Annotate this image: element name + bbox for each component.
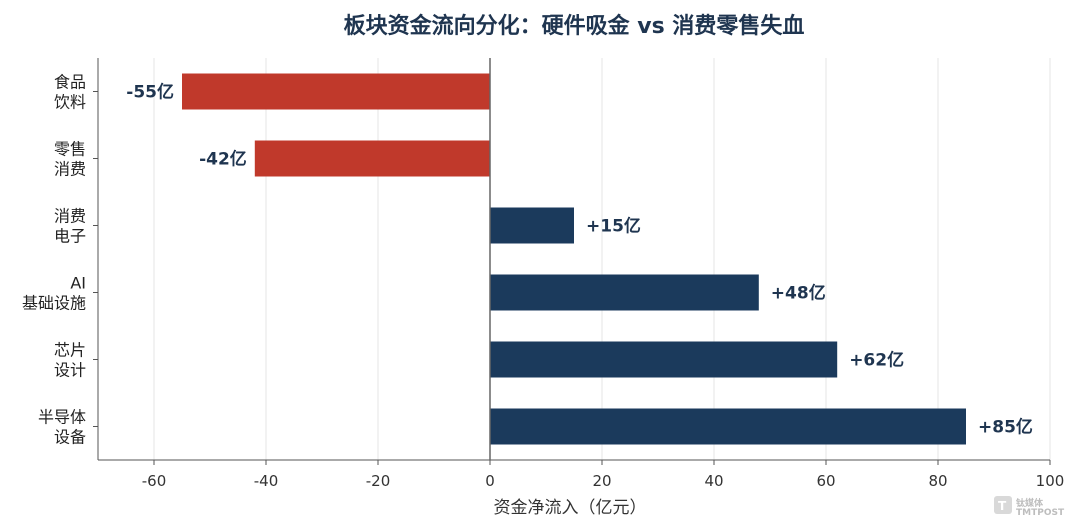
category-label: 电子 bbox=[54, 227, 86, 246]
x-tick-label: 80 bbox=[928, 472, 947, 490]
data-label: +48亿 bbox=[771, 283, 826, 304]
svg-text:T: T bbox=[998, 499, 1007, 513]
category-label: 基础设施 bbox=[22, 294, 86, 313]
x-tick-label: -20 bbox=[366, 472, 391, 490]
bar bbox=[490, 341, 838, 378]
category-label: 饮料 bbox=[54, 93, 86, 112]
chart-title: 板块资金流向分化：硬件吸金 vs 消费零售失血 bbox=[344, 13, 805, 39]
x-tick-label: 20 bbox=[592, 472, 611, 490]
watermark-sub: TMTPOST bbox=[1016, 508, 1065, 518]
x-tick-label: 60 bbox=[816, 472, 835, 490]
data-label: +62亿 bbox=[849, 350, 904, 371]
x-axis-label: 资金净流入（亿元） bbox=[494, 498, 647, 518]
data-labels: -55亿 -42亿 +15亿 +48亿 +62亿 +85亿 bbox=[126, 82, 1033, 438]
category-label: 消费 bbox=[54, 207, 86, 226]
category-label: 食品 bbox=[54, 73, 86, 92]
category-label: 设计 bbox=[54, 361, 86, 380]
watermark-text: 钛媒体 bbox=[1016, 497, 1044, 509]
category-label: 零售 bbox=[54, 140, 86, 159]
bar bbox=[490, 207, 574, 244]
x-tick-label: 0 bbox=[485, 472, 495, 490]
bar bbox=[490, 274, 759, 311]
bar bbox=[254, 140, 490, 177]
category-label: 芯片 bbox=[54, 341, 86, 360]
x-tick-label: -40 bbox=[254, 472, 279, 490]
bar bbox=[490, 408, 966, 445]
bars bbox=[182, 73, 966, 445]
x-tick-labels: -60 -40 -20 0 20 40 60 80 100 bbox=[142, 460, 1065, 490]
category-label: AI bbox=[70, 274, 86, 293]
x-tick-label: -60 bbox=[142, 472, 167, 490]
data-label: +15亿 bbox=[586, 216, 641, 237]
category-label: 消费 bbox=[54, 160, 86, 179]
category-label: 半导体 bbox=[38, 408, 86, 427]
bar bbox=[182, 73, 490, 110]
category-label: 设备 bbox=[54, 428, 86, 447]
axes bbox=[97, 58, 1050, 461]
x-tick-label: 40 bbox=[704, 472, 723, 490]
data-label: -55亿 bbox=[126, 82, 174, 103]
data-label: +85亿 bbox=[978, 417, 1033, 438]
data-label: -42亿 bbox=[199, 149, 247, 170]
grid-lines bbox=[153, 58, 1051, 460]
brand-watermark-logo: T 钛媒体 TMTPOST bbox=[994, 496, 1065, 518]
x-tick-label: 100 bbox=[1036, 472, 1065, 490]
